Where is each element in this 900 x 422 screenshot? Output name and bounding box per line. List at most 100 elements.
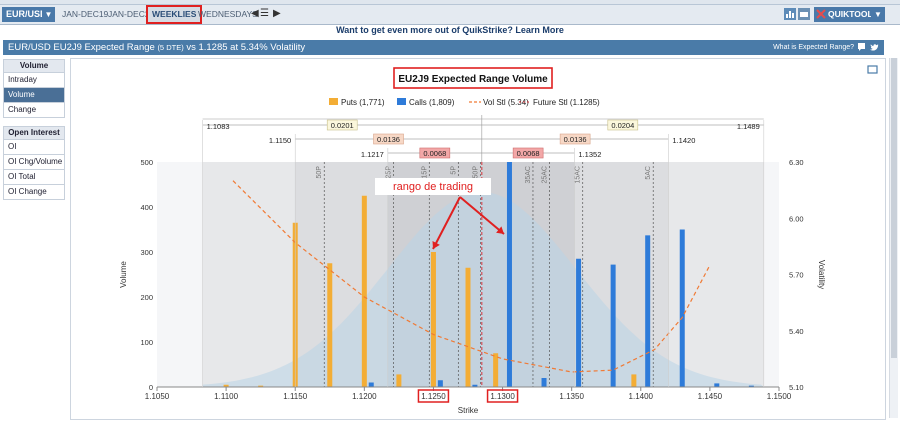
- put-volume-bar: [493, 353, 499, 387]
- x-tick-label: 1.1250: [421, 392, 446, 401]
- help-icon[interactable]: [857, 42, 866, 52]
- product-tabs-bar: EUR/USD ▼ JAN-DEC19 JAN-DEC20 WEEKLIES W…: [0, 5, 900, 25]
- help-link[interactable]: What is Expected Range?: [773, 44, 854, 51]
- symbol-selector[interactable]: EUR/USD: [2, 7, 51, 22]
- scroll-left-icon[interactable]: ◀: [251, 8, 259, 19]
- sidebar-item-intraday[interactable]: Intraday: [3, 73, 65, 88]
- y-tick-label: 500: [140, 158, 153, 167]
- strike-marker-label: 5AC: [645, 166, 652, 180]
- call-volume-bar: [368, 382, 374, 387]
- sidebar-item-oi-change[interactable]: OI Change: [3, 185, 65, 200]
- x-tick-label: 1.1100: [214, 392, 238, 401]
- put-volume-bar: [361, 195, 367, 387]
- sidebar-item-oi-chg-volume[interactable]: OI Chg/Volume: [3, 155, 65, 170]
- y2-tick-label: 5.10: [789, 383, 804, 392]
- y-axis-title: Volume: [119, 261, 128, 288]
- quicktools-button[interactable]: QUIKTOOLS: [814, 7, 883, 22]
- range-high-label: 1.1489: [737, 122, 760, 131]
- strike-marker-label: 35AC: [525, 166, 532, 184]
- page-title: EUR/USD EU2J9 Expected Range (5 DTE) vs …: [8, 40, 305, 55]
- range-width-box: [512, 147, 544, 159]
- y2-tick-label: 6.00: [789, 214, 804, 223]
- annotation-arrow-right-head: [496, 226, 504, 234]
- sidebar-item-oi[interactable]: OI: [3, 140, 65, 155]
- chevron-down-icon[interactable]: ▼: [42, 7, 55, 22]
- sidebar-item-change[interactable]: Change: [3, 103, 65, 118]
- call-volume-bar: [472, 384, 478, 387]
- y-tick-label: 0: [149, 383, 153, 392]
- x-tick-label: 1.1300: [490, 392, 515, 401]
- y-tick-label: 100: [140, 338, 153, 347]
- x-tick-label: 1.1200: [352, 392, 377, 401]
- range-width-box: [419, 147, 451, 159]
- call-volume-bar: [610, 264, 616, 387]
- range-width-box: [559, 133, 591, 145]
- y-tick-label: 400: [140, 203, 153, 212]
- annotation-arrow-left-head: [432, 241, 440, 249]
- highlighted-strike-box: [486, 389, 519, 403]
- x-tick-label: 1.1050: [145, 392, 170, 401]
- sidebar-group-volume: Volume: [3, 59, 65, 73]
- sidebar-group-open-interest: Open Interest: [3, 126, 65, 140]
- y2-tick-label: 5.70: [789, 271, 804, 280]
- chart-panel: 50P 25P 15P 5P 50P 35AC 25AC 15AC 5AC 1.1050 1.11…: [70, 58, 886, 420]
- call-volume-bar: [679, 229, 685, 387]
- title-main: EUR/USD EU2J9 Expected Range: [8, 42, 155, 53]
- legend-swatch-calls: [397, 98, 406, 105]
- expected-range-chart: 50P 25P 15P 5P 50P 35AC 25AC 15AC 5AC 1.1050 1.11…: [119, 65, 878, 415]
- call-volume-bar: [541, 378, 547, 387]
- annotation-arrow-right: [459, 196, 505, 235]
- y-tick-label: 200: [140, 293, 153, 302]
- call-volume-bar: [576, 258, 582, 387]
- range-width-label: 0.0201: [331, 121, 354, 130]
- page-header: EUR/USD EU2J9 Expected Range (5 DTE) vs …: [3, 40, 884, 55]
- promo-link[interactable]: Want to get even more out of QuikStrike?…: [336, 25, 564, 35]
- strike-marker-label: 25P: [385, 166, 392, 179]
- legend-label-vol: Vol Stl (5.34): [483, 98, 529, 107]
- expand-icon: [867, 65, 878, 74]
- quicktools-dropdown-icon[interactable]: ▼: [871, 7, 885, 22]
- top-nav-strip: [0, 0, 900, 5]
- y2-axis-title: Volatility: [817, 260, 826, 289]
- annotation-bg: [375, 178, 491, 195]
- range-low-label: 1.1217: [361, 150, 384, 159]
- tab-wednesdays[interactable]: WEDNESDAYS: [198, 9, 258, 19]
- scrollbar-thumb[interactable]: [891, 58, 897, 358]
- chart-title-box: [393, 67, 553, 89]
- print-icon[interactable]: [798, 8, 810, 20]
- range-width-label: 0.0204: [611, 121, 634, 130]
- call-volume-bar: [714, 383, 720, 387]
- tab-jan-dec19[interactable]: JAN-DEC19: [62, 9, 109, 19]
- put-volume-bar: [327, 263, 333, 387]
- chart-icon[interactable]: [784, 8, 796, 20]
- strike-marker-label: 50P: [316, 166, 323, 179]
- tools-icon: [816, 9, 826, 19]
- tab-weeklies[interactable]: WEEKLIES: [146, 5, 203, 24]
- tab-jan-dec20[interactable]: JAN-DEC20: [108, 9, 155, 19]
- y2-tick-label: 5.40: [789, 327, 804, 336]
- sidebar-item-volume[interactable]: Volume: [3, 88, 65, 103]
- strike-marker-label: 25AC: [542, 166, 549, 184]
- chart-title: EU2J9 Expected Range Volume: [398, 74, 548, 85]
- y2-tick-label: 6.30: [789, 158, 804, 167]
- put-volume-bar: [396, 374, 402, 387]
- tab-list-icon[interactable]: ☰: [260, 8, 269, 19]
- title-dte: (5 DTE): [157, 43, 184, 52]
- put-volume-bar: [465, 267, 471, 387]
- sidebar-item-oi-total[interactable]: OI Total: [3, 170, 65, 185]
- x-tick-label: 1.1450: [698, 392, 723, 401]
- range-width-label: 0.0068: [517, 149, 540, 158]
- range-low-label: 1.1150: [269, 136, 291, 145]
- x-tick-label: 1.1350: [559, 392, 584, 401]
- scroll-right-icon[interactable]: ▶: [273, 8, 281, 19]
- x-tick-label: 1.1400: [629, 392, 654, 401]
- legend-label-future: Future Stl (1.1285): [533, 98, 600, 107]
- strike-marker-label: 15P: [421, 166, 428, 179]
- page-scrollbar[interactable]: [889, 58, 898, 418]
- x-tick-label: 1.1500: [767, 392, 792, 401]
- range-high-label: 1.1352: [578, 150, 601, 159]
- annotation-label: rango de trading: [393, 181, 473, 193]
- twitter-icon[interactable]: [870, 42, 879, 52]
- sidebar: Volume Intraday Volume Change Open Inter…: [3, 57, 65, 200]
- highlighted-strike-box: [417, 389, 450, 403]
